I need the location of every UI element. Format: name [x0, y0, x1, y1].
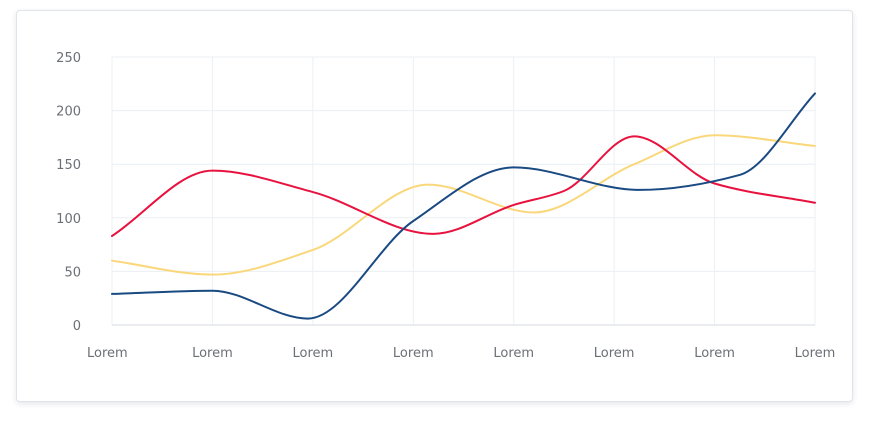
series-lines	[111, 92, 816, 320]
series-line-1	[111, 92, 816, 320]
x-tick-labels: Lorem Lorem Lorem Lorem Lorem Lorem Lorem Lorem	[87, 346, 835, 361]
y-tick-label: 200	[56, 105, 81, 120]
y-tick-labels: 0 50 100 150 200 250	[56, 51, 81, 334]
y-tick-label: 0	[73, 319, 81, 334]
x-tick-label: Lorem	[795, 346, 836, 361]
x-tick-label: Lorem	[87, 346, 128, 361]
x-tick-label: Lorem	[493, 346, 534, 361]
x-tick-label: Lorem	[293, 346, 334, 361]
x-tick-label: Lorem	[192, 346, 233, 361]
y-tick-label: 150	[56, 158, 81, 173]
x-tick-label: Lorem	[594, 346, 635, 361]
y-tick-label: 100	[56, 212, 81, 227]
axis-lines	[111, 56, 816, 326]
x-tick-label: Lorem	[694, 346, 735, 361]
series-line-2	[111, 135, 816, 238]
x-tick-label: Lorem	[393, 346, 434, 361]
y-tick-label: 50	[64, 265, 81, 280]
series-line-3	[111, 134, 816, 276]
y-tick-label: 250	[56, 51, 81, 66]
